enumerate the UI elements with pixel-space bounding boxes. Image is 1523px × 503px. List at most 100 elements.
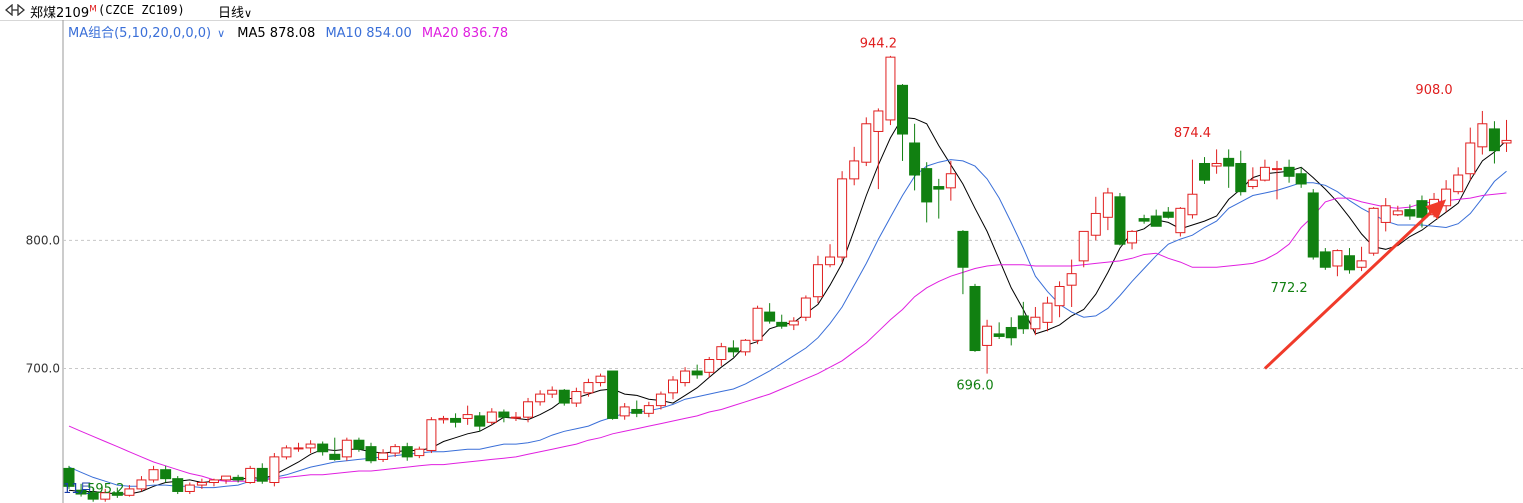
candle <box>752 305 763 345</box>
trend-arrow <box>1263 199 1447 370</box>
candle <box>873 108 884 190</box>
candle <box>196 478 207 489</box>
candle-body <box>1295 173 1307 185</box>
candle <box>969 283 981 352</box>
candle-body <box>1030 316 1041 330</box>
candle <box>595 373 606 387</box>
bottom-label: 11月 <box>63 482 93 497</box>
back-arrows-icon[interactable] <box>5 4 25 16</box>
candle <box>680 367 691 387</box>
ma20-value: MA20 836.78 <box>421 26 509 41</box>
candle-body <box>993 333 1005 337</box>
candle <box>921 162 933 223</box>
candle <box>75 483 87 497</box>
candle <box>993 322 1005 340</box>
candle <box>148 465 159 483</box>
candle <box>329 437 341 461</box>
candle-body <box>897 84 909 135</box>
candle-body <box>1465 142 1476 175</box>
candle <box>1441 180 1452 213</box>
candle-body <box>281 447 292 458</box>
ma-group-selector[interactable]: MA组合(5,10,20,0,0,0) ∨ <box>68 26 231 41</box>
candle <box>1465 127 1476 181</box>
candle <box>1343 248 1355 274</box>
candle-body <box>1042 302 1053 323</box>
candle-body <box>764 311 776 322</box>
candle-body <box>329 453 341 460</box>
candle-body <box>607 370 619 419</box>
candle-body <box>969 285 981 352</box>
candle-body <box>378 452 389 460</box>
instrument-toolbar: 郑煤2109M (CZCE ZC109) 日线∨ <box>0 0 1523 21</box>
candle-body <box>317 443 329 453</box>
candle <box>1283 159 1295 183</box>
candle <box>474 412 486 432</box>
candle-body <box>727 347 739 353</box>
candle <box>1114 192 1126 246</box>
candle-body <box>680 370 691 384</box>
candle <box>1368 207 1379 256</box>
candle-body <box>909 142 921 176</box>
candle-body <box>704 359 715 373</box>
candle-body <box>1343 255 1355 271</box>
candle-body <box>426 419 437 451</box>
candle-body <box>1392 210 1403 216</box>
period-selector[interactable]: 日线∨ <box>218 2 252 21</box>
candle-body <box>1138 218 1150 222</box>
candle-body <box>486 411 497 423</box>
candle <box>764 303 776 324</box>
candle-body <box>1356 260 1367 268</box>
candle-body <box>668 379 678 394</box>
arrow-head <box>1425 199 1447 220</box>
candle-body <box>558 389 570 404</box>
candle <box>450 413 462 428</box>
candle-body <box>945 173 956 189</box>
candle-body <box>148 469 159 481</box>
candle-body <box>1404 209 1416 217</box>
candle-body <box>1017 315 1029 330</box>
candle-body <box>1175 207 1186 234</box>
candle-body <box>740 339 751 353</box>
candle <box>607 370 619 420</box>
candle-body <box>1272 168 1282 171</box>
candle <box>1199 157 1211 184</box>
candle <box>293 442 304 452</box>
candle-body <box>498 411 510 418</box>
candle-body <box>643 405 654 414</box>
candle-body <box>269 456 280 484</box>
candle <box>1102 187 1113 231</box>
candle-body <box>1199 162 1211 181</box>
arrow-shaft <box>1263 206 1438 370</box>
candle-body <box>256 467 268 482</box>
candle <box>111 487 123 498</box>
candle-body <box>1332 250 1343 267</box>
candle-body <box>172 478 184 492</box>
candle-body <box>825 256 836 266</box>
candle <box>1127 230 1138 250</box>
y-tick-labels: 800.0 700.0 <box>26 233 60 375</box>
candle <box>800 295 811 322</box>
candle-body <box>1211 162 1222 167</box>
candle <box>1404 204 1416 220</box>
candle <box>245 465 256 484</box>
candle <box>1501 119 1512 152</box>
candle <box>1211 149 1222 174</box>
candle-body <box>716 346 727 361</box>
candle <box>945 160 956 201</box>
candle-body <box>885 56 896 121</box>
candle-body <box>196 482 207 486</box>
candle-body <box>1235 162 1247 193</box>
candle-body <box>619 406 630 417</box>
candle-body <box>933 186 945 190</box>
candle <box>221 475 232 484</box>
candle-body <box>752 307 763 341</box>
candle-body <box>1453 174 1464 193</box>
ma20-line <box>68 192 1507 482</box>
candle-body <box>982 325 993 346</box>
candle-body <box>571 391 582 404</box>
candle <box>1150 209 1162 227</box>
candle-body <box>305 443 316 449</box>
candle <box>909 123 921 191</box>
candle <box>486 408 497 425</box>
candle-body <box>837 178 848 258</box>
